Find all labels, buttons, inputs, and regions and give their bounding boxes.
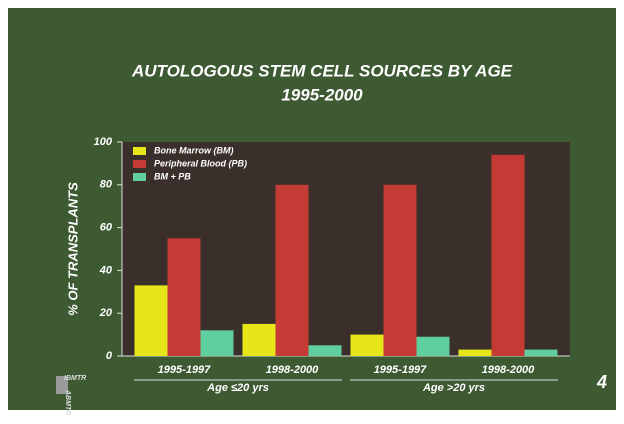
group-label: Age ≤20 yrs [206,382,269,394]
legend-label: Bone Marrow (BM) [154,145,234,155]
bar [200,330,234,356]
legend-label: Peripheral Blood (PB) [154,158,247,168]
bar [524,349,558,356]
logo-icon [56,376,68,394]
y-axis-label: % OF TRANSPLANTS [65,182,80,316]
chart-subtitle: 1995-2000 [281,85,363,104]
x-tick-label: 1998-2000 [266,364,319,376]
page-number: 4 [596,372,607,392]
y-tick-label: 60 [100,222,113,234]
y-tick-label: 80 [100,179,113,191]
bar [491,154,525,356]
bar [167,238,201,356]
y-tick-label: 0 [106,350,113,362]
legend-swatch [133,160,146,168]
logo-text: ABMTR [64,389,71,415]
legend-swatch [133,147,146,155]
bar [350,334,384,356]
legend-swatch [133,173,146,181]
x-tick-label: 1995-1997 [374,364,427,376]
legend-label: BM + PB [154,171,191,181]
bar [308,345,342,356]
x-tick-label: 1998-2000 [482,364,535,376]
x-tick-label: 1995-1997 [158,364,211,376]
bar [416,336,450,356]
bar [242,323,276,356]
group-label: Age >20 yrs [422,382,485,394]
bar [383,184,417,356]
y-tick-label: 20 [99,307,113,319]
chart-title: AUTOLOGOUS STEM CELL SOURCES BY AGE [131,61,513,80]
y-tick-label: 100 [94,136,113,148]
bar [275,184,309,356]
y-tick-label: 40 [99,264,113,276]
logo-text: IBMTR [64,375,86,382]
bar [458,349,492,356]
bar [134,285,168,356]
